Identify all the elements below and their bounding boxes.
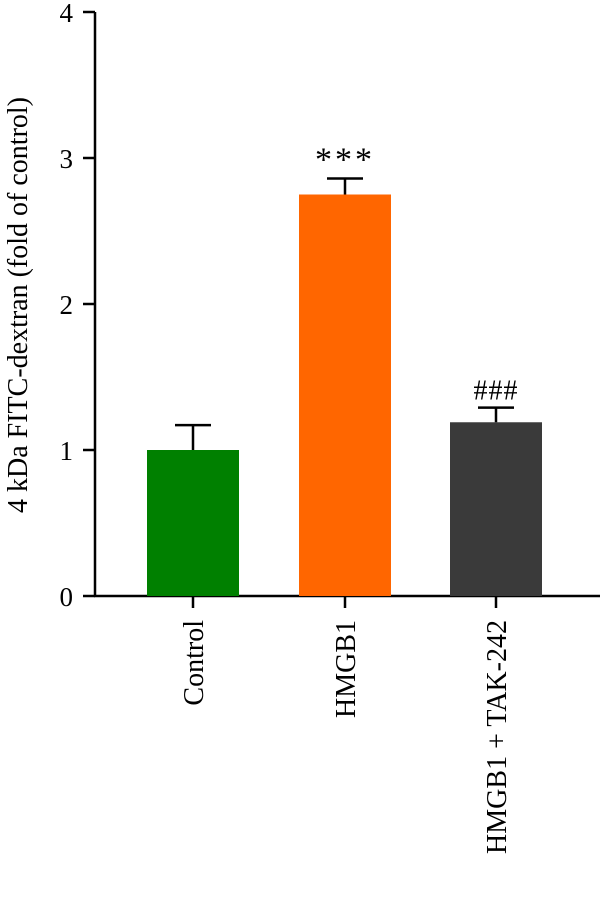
error-bar-2 [478, 406, 514, 423]
x-ticks: Control HMGB1 HMGB1 + TAK-242 [179, 596, 513, 854]
significance-label-2: ### [474, 376, 519, 407]
y-axis-title: 4 kDa FITC-dextran (fold of control) [3, 97, 34, 513]
significance-annotations: *** ### [315, 141, 519, 407]
y-tick-label-0: 0 [60, 582, 74, 612]
category-label-1: HMGB1 [331, 620, 362, 718]
bars [147, 194, 542, 596]
y-tick-label-3: 3 [60, 144, 74, 174]
category-label-0: Control [179, 620, 210, 706]
bar-1 [299, 194, 391, 596]
category-label-2: HMGB1 + TAK-242 [482, 620, 513, 854]
error-bars [175, 177, 514, 450]
error-bar-1 [327, 177, 363, 195]
bar-2 [450, 422, 542, 596]
bar-0 [147, 450, 239, 596]
y-tick-label-1: 1 [60, 436, 74, 466]
y-ticks: 0 1 2 3 4 [60, 0, 95, 612]
y-tick-label-4: 4 [60, 0, 74, 28]
significance-label-1: *** [315, 141, 375, 178]
error-bar-0 [175, 423, 211, 450]
y-tick-label-2: 2 [60, 290, 74, 320]
